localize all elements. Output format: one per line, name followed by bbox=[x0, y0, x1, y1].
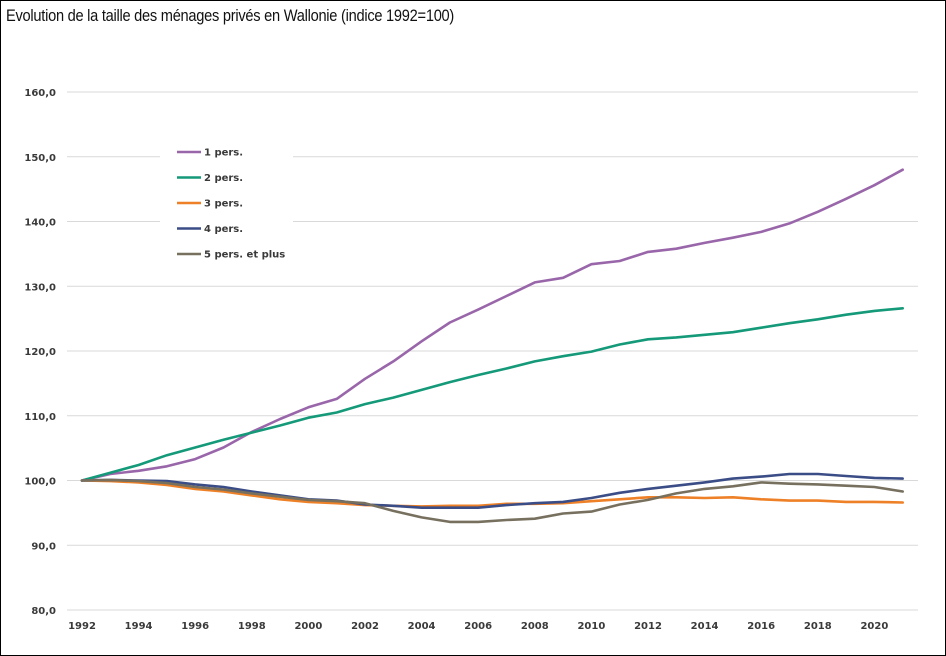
legend-label: 2 pers. bbox=[204, 173, 243, 184]
x-tick-label: 1996 bbox=[181, 621, 209, 632]
x-tick-label: 2020 bbox=[860, 621, 888, 632]
y-tick-label: 120,0 bbox=[24, 347, 56, 358]
x-tick-label: 1992 bbox=[68, 621, 96, 632]
y-tick-label: 150,0 bbox=[24, 153, 56, 164]
series-lines bbox=[80, 168, 905, 524]
legend-label: 1 pers. bbox=[204, 148, 243, 159]
y-tick-label: 110,0 bbox=[24, 412, 56, 423]
x-tick-label: 2010 bbox=[577, 621, 605, 632]
x-tick-label: 2002 bbox=[351, 621, 379, 632]
y-tick-label: 80,0 bbox=[31, 606, 56, 617]
chart-title: Evolution de la taille des ménages privé… bbox=[6, 6, 455, 25]
y-tick-label: 130,0 bbox=[24, 282, 56, 293]
legend-label: 5 pers. et plus bbox=[204, 250, 285, 261]
x-tick-label: 2004 bbox=[408, 621, 436, 632]
series-line-4 bbox=[80, 472, 905, 510]
x-tick-label: 1994 bbox=[125, 621, 153, 632]
y-tick-label: 100,0 bbox=[24, 477, 56, 488]
y-tick-label: 90,0 bbox=[31, 541, 56, 552]
x-tick-label: 2012 bbox=[634, 621, 662, 632]
x-tick-label: 2008 bbox=[521, 621, 549, 632]
series-line-1 bbox=[80, 168, 905, 482]
legend: 1 pers. 2 pers. 3 pers. 4 pers. 5 pers. et p… bbox=[160, 140, 293, 268]
x-tick-label: 2014 bbox=[691, 621, 719, 632]
x-tick-label: 1998 bbox=[238, 621, 266, 632]
x-tick-label: 2018 bbox=[804, 621, 832, 632]
series-line-3 bbox=[80, 479, 905, 508]
series-line-5 bbox=[80, 478, 905, 524]
x-tick-label: 2016 bbox=[747, 621, 775, 632]
legend-label: 3 pers. bbox=[204, 199, 243, 210]
legend-label: 4 pers. bbox=[204, 224, 243, 235]
y-tick-label: 160,0 bbox=[24, 88, 56, 99]
series-line-2 bbox=[80, 306, 905, 482]
x-axis: 1992 1994 1996 1998 2000 2002 2004 2006 2008 2010… bbox=[68, 621, 888, 632]
x-tick-label: 2000 bbox=[294, 621, 322, 632]
y-axis: 80,0 90,0 100,0 110,0 120,0 130,0 140,0 150,0 16… bbox=[24, 88, 56, 617]
y-tick-label: 140,0 bbox=[24, 218, 56, 229]
x-tick-label: 2006 bbox=[464, 621, 492, 632]
